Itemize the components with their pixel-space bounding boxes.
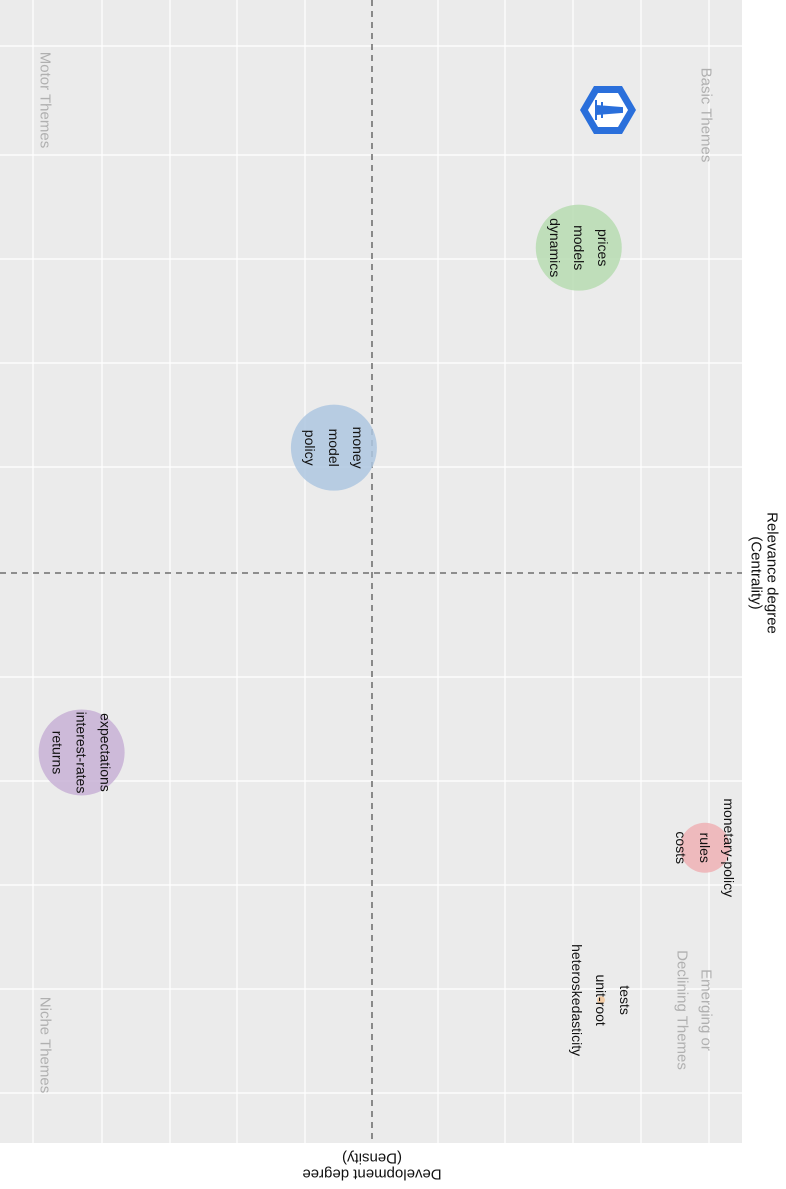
- cluster-keyword: tests: [617, 985, 633, 1015]
- cluster-bubbles: [38, 204, 730, 1005]
- cluster-keyword: models: [571, 225, 587, 270]
- quadrant-motor-themes: Motor Themes: [37, 52, 54, 148]
- quadrant-niche-themes: Niche Themes: [37, 997, 54, 1093]
- x-axis-title: Relevance degree(Centrality): [748, 512, 781, 634]
- label-line: Motor Themes: [37, 52, 54, 148]
- cluster-bubble: [679, 822, 730, 873]
- logo-lighthouse-mark: [595, 100, 623, 120]
- cluster-label: money model policy: [302, 427, 366, 469]
- cluster-keyword: interest-rates: [74, 712, 90, 794]
- cluster-keyword: policy: [302, 430, 318, 466]
- cluster-label: tests unit-root heteroskedasticity: [569, 944, 633, 1056]
- plot-panel: [0, 0, 742, 1143]
- cluster-label: expectations interest-rates returns: [50, 712, 114, 794]
- quadrant-emerging-declining-themes: Emerging or Declining Themes: [674, 950, 715, 1070]
- cluster-keyword: model: [326, 429, 342, 467]
- label-line: Niche Themes: [37, 997, 54, 1093]
- cluster-keyword: returns: [50, 731, 66, 775]
- cluster-keyword: monetary-policy: [721, 798, 737, 897]
- cluster-bubble: [290, 404, 377, 491]
- axis-title-line: Development degree: [302, 1166, 441, 1183]
- cluster-keyword: money: [350, 427, 366, 469]
- cluster-keyword: unit-root: [593, 974, 609, 1025]
- label-line: Declining Themes: [674, 950, 691, 1070]
- cluster-keyword: dynamics: [547, 218, 563, 277]
- cluster-keyword: heteroskedasticity: [569, 944, 585, 1056]
- label-line: Emerging or: [698, 969, 715, 1051]
- cluster-bubble: [38, 709, 125, 796]
- gridlines: [0, 0, 742, 1143]
- cluster-bubble: [597, 996, 606, 1005]
- axis-titles: Relevance degree(Centrality) Development …: [302, 512, 780, 1182]
- cluster-keyword: prices: [595, 229, 611, 266]
- cluster-bubble: [535, 204, 622, 291]
- quadrant-basic-themes: Basic Themes: [698, 68, 715, 163]
- cluster-label: monetary-policy rules costs: [673, 798, 737, 897]
- label-line: (Centrality): [748, 536, 765, 609]
- axis-title-line: (Density): [342, 1150, 402, 1167]
- cluster-keyword: expectations: [98, 713, 114, 792]
- quadrant-labels: Motor Themes Niche Themes Emerging or Decli…: [37, 52, 715, 1093]
- reference-lines: [0, 0, 742, 1143]
- cluster-keyword: costs: [673, 831, 689, 864]
- y-axis-title: Development degree(Density): [302, 1150, 441, 1183]
- brand-logo: [580, 86, 636, 134]
- label-line: Basic Themes: [698, 68, 715, 163]
- label-line: Relevance degree: [764, 512, 781, 634]
- cluster-keyword: rules: [697, 833, 713, 863]
- cluster-label: prices models dynamics: [547, 218, 611, 277]
- cluster-labels: expectationsinterest-ratesreturnsmoneymo…: [50, 218, 737, 1056]
